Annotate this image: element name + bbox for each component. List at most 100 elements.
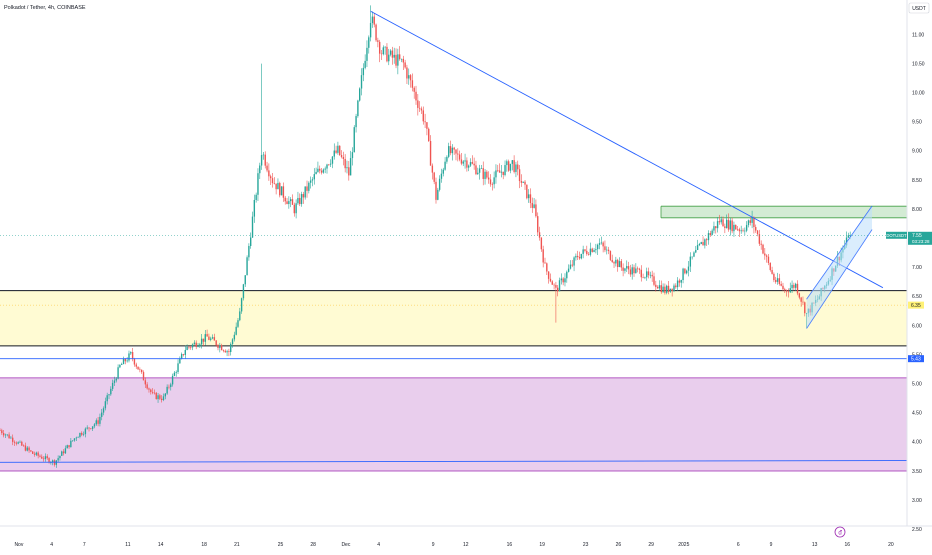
currency-button[interactable]: USDT: [908, 2, 930, 14]
time-tick-label: 18: [201, 542, 207, 548]
candle-81: [146, 382, 148, 390]
candle-body: [480, 168, 483, 169]
candle-193: [349, 150, 352, 176]
candle-body: [718, 221, 721, 223]
candle-392: [711, 228, 713, 236]
candle-335: [607, 246, 610, 255]
candle-41: [73, 438, 76, 442]
candle-214: [388, 48, 390, 66]
candle-169: [306, 180, 308, 198]
candle-body: [84, 428, 87, 435]
candle-32: [57, 455, 59, 463]
candle-body: [618, 261, 621, 268]
candle-249: [451, 144, 454, 161]
candle-242: [438, 175, 441, 192]
candle-270: [489, 174, 492, 187]
candle-body: [802, 301, 804, 303]
candle-body: [524, 181, 526, 185]
candle-body: [767, 256, 770, 263]
candle-391: [709, 230, 712, 237]
candle-344: [624, 267, 626, 274]
price-tick-label: 4.00: [912, 440, 922, 446]
candle-body: [33, 453, 36, 455]
candle-82: [148, 387, 150, 393]
time-tick-label: 9: [432, 542, 435, 548]
candle-body: [537, 216, 539, 233]
candle-body: [615, 259, 617, 264]
candle-346: [627, 261, 630, 275]
candle-body: [13, 441, 16, 443]
candle-109: [197, 342, 199, 348]
candle-body: [193, 342, 196, 345]
candle-426: [773, 272, 775, 283]
candle-126: [228, 348, 230, 357]
candle-53: [95, 418, 97, 426]
candle-body: [160, 398, 163, 401]
candle-405: [735, 224, 737, 230]
candle-303: [549, 273, 552, 283]
candle-body: [159, 395, 161, 399]
candle-92: [166, 384, 168, 395]
candle-223: [404, 59, 406, 69]
candle-body: [435, 181, 437, 200]
candle-210: [380, 50, 383, 61]
candle-388: [704, 238, 706, 249]
candle-body: [522, 181, 524, 183]
candle-body: [61, 451, 63, 456]
candle-225: [408, 68, 410, 85]
candle-body: [656, 286, 659, 289]
candle-body: [497, 170, 499, 172]
candle-body: [596, 244, 599, 250]
candle-50: [90, 428, 92, 430]
candle-body: [713, 226, 715, 231]
candle-317: [575, 253, 577, 261]
candle-body: [551, 281, 553, 285]
candle-413: [749, 217, 751, 226]
candle-104: [188, 346, 190, 350]
candle-body: [468, 165, 470, 168]
candle-89: [160, 395, 163, 403]
candle-184: [333, 143, 335, 160]
candle-body: [695, 250, 697, 253]
candle-body: [417, 100, 419, 108]
candle-379: [687, 261, 690, 277]
candle-132: [239, 307, 241, 322]
candle-body: [404, 62, 406, 68]
candle-87: [157, 392, 159, 403]
candle-body: [368, 37, 370, 48]
candle-body: [71, 440, 74, 442]
candle-253: [458, 150, 461, 162]
candle-378: [686, 269, 688, 275]
candle-377: [684, 268, 686, 275]
candle-190: [344, 154, 346, 173]
candle-body: [413, 87, 415, 92]
candle-352: [638, 267, 641, 274]
candle-296: [537, 212, 539, 236]
candle-237: [429, 135, 432, 166]
candle-418: [758, 229, 761, 246]
candle-body: [535, 204, 537, 217]
candle-body: [324, 168, 326, 170]
candle-159: [288, 196, 290, 209]
candle-406: [736, 226, 739, 232]
candle-295: [535, 199, 537, 218]
candle-83: [150, 388, 152, 395]
candle-96: [173, 371, 176, 377]
candle-208: [377, 37, 379, 48]
candle-body: [504, 165, 506, 175]
candle-209: [378, 39, 381, 63]
candle-body: [745, 225, 748, 231]
price-tick-label: 8.50: [912, 178, 922, 184]
candle-65: [117, 364, 119, 380]
candle-body: [626, 266, 628, 269]
candle-body: [6, 434, 8, 436]
candle-175: [317, 161, 319, 173]
candle-body: [380, 53, 383, 55]
candle-284: [515, 161, 517, 178]
descending-trendline: [370, 10, 884, 289]
candle-436: [791, 280, 793, 294]
candle-8: [13, 440, 16, 446]
candle-252: [457, 148, 459, 162]
